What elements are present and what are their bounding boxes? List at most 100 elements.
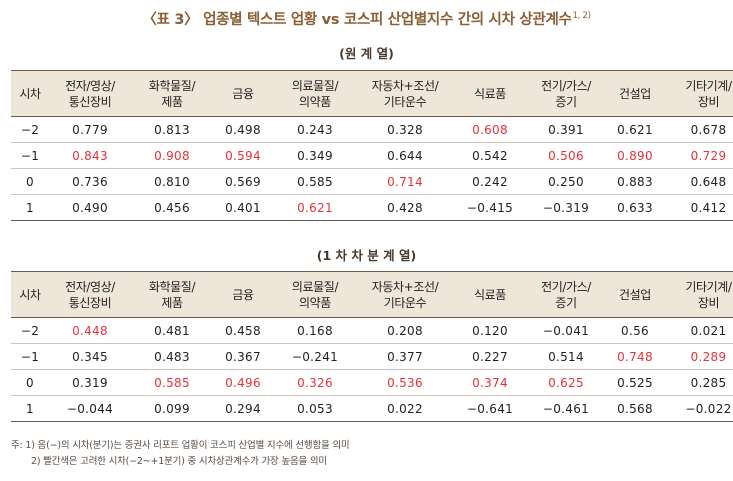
lag-cell: −1 (11, 343, 49, 370)
table-raw-series: 시차 전자/영상/통신장비 화학물질/제품 금융 의료물질/의약품 자동차+조선/기타운수… (11, 70, 733, 221)
column-header: 건설업 (605, 271, 665, 318)
value-cell-highlighted: 0.326 (273, 369, 357, 396)
value-cell: 0.481 (131, 317, 213, 344)
value-cell: 0.813 (131, 116, 213, 143)
value-cell: 0.285 (665, 369, 733, 396)
value-cell: 0.779 (49, 116, 131, 143)
table-row: 0 0.319 0.585 0.496 0.326 0.536 0.374 0.625 0.52… (11, 369, 733, 396)
value-cell: 0.585 (273, 168, 357, 195)
value-cell: 0.120 (453, 317, 527, 344)
column-header: 전자/영상/통신장비 (49, 271, 131, 318)
value-cell-highlighted: 0.496 (213, 369, 273, 396)
value-cell: −0.641 (453, 395, 527, 422)
page-title: 〈표 3〉 업종별 텍스트 업황 vs 코스피 산업별지수 간의 시차 상관계수… (0, 8, 733, 29)
column-header: 전자/영상/통신장비 (49, 70, 131, 117)
value-cell: 0.377 (357, 343, 453, 370)
table-first-diff-series: 시차 전자/영상/통신장비 화학물질/제품 금융 의료물질/의약품 자동차+조선/기타운수… (11, 271, 733, 422)
value-cell: 0.483 (131, 343, 213, 370)
value-cell-highlighted: 0.714 (357, 168, 453, 195)
value-cell: 0.168 (273, 317, 357, 344)
value-cell: 0.568 (605, 395, 665, 422)
value-cell-highlighted: 0.448 (49, 317, 131, 344)
value-cell: 0.328 (357, 116, 453, 143)
value-cell: 0.633 (605, 194, 665, 221)
value-cell-highlighted: 0.289 (665, 343, 733, 370)
column-header: 화학물질/제품 (131, 70, 213, 117)
column-header: 의료물질/의약품 (273, 271, 357, 318)
value-cell: 0.401 (213, 194, 273, 221)
value-cell: 0.810 (131, 168, 213, 195)
lag-cell: −2 (11, 116, 49, 143)
value-cell: 0.514 (527, 343, 605, 370)
value-cell: 0.490 (49, 194, 131, 221)
column-header: 전기/가스/증기 (527, 70, 605, 117)
value-cell: 0.525 (605, 369, 665, 396)
value-cell-highlighted: 0.843 (49, 142, 131, 169)
column-header-lag: 시차 (11, 70, 49, 117)
value-cell: 0.242 (453, 168, 527, 195)
value-cell: 0.456 (131, 194, 213, 221)
value-cell: 0.644 (357, 142, 453, 169)
value-cell-highlighted: 0.908 (131, 142, 213, 169)
table-row: −2 0.448 0.481 0.458 0.168 0.208 0.120 −0.041 0.… (11, 317, 733, 344)
value-cell: 0.678 (665, 116, 733, 143)
value-cell: 0.391 (527, 116, 605, 143)
value-cell-highlighted: 0.506 (527, 142, 605, 169)
value-cell: 0.542 (453, 142, 527, 169)
value-cell: 0.883 (605, 168, 665, 195)
lag-cell: 0 (11, 369, 49, 396)
table-row: −2 0.779 0.813 0.498 0.243 0.328 0.608 0.391 0.6… (11, 116, 733, 143)
value-cell-highlighted: 0.890 (605, 142, 665, 169)
footnote-2: 2) 빨간색은 고려한 시차(−2~+1분기) 중 시차상관계수가 가장 높음을… (31, 456, 327, 467)
value-cell: −0.041 (527, 317, 605, 344)
value-cell: 0.56 (605, 317, 665, 344)
value-cell: 0.349 (273, 142, 357, 169)
value-cell: 0.022 (357, 395, 453, 422)
value-cell-highlighted: 0.748 (605, 343, 665, 370)
footnote-1: 주: 1) 음(−)의 시차(분기)는 증권사 리포트 업황이 코스피 산업별 … (11, 440, 350, 451)
table-body: −2 0.779 0.813 0.498 0.243 0.328 0.608 0.391 0.6… (11, 116, 733, 221)
value-cell: −0.319 (527, 194, 605, 221)
column-header: 자동차+조선/기타운수 (357, 70, 453, 117)
value-cell: 0.243 (273, 116, 357, 143)
lag-cell: 1 (11, 194, 49, 221)
table-row: 1 −0.044 0.099 0.294 0.053 0.022 −0.641 −0.461 0… (11, 395, 733, 422)
value-cell: 0.736 (49, 168, 131, 195)
value-cell-highlighted: 0.608 (453, 116, 527, 143)
value-cell-highlighted: 0.625 (527, 369, 605, 396)
value-cell-highlighted: 0.594 (213, 142, 273, 169)
table-1-caption: (원 계 열) (339, 46, 394, 61)
value-cell-highlighted: 0.374 (453, 369, 527, 396)
table-header-row: 시차 전자/영상/통신장비 화학물질/제품 금융 의료물질/의약품 자동차+조선/기타운수… (11, 271, 733, 318)
value-cell: 0.367 (213, 343, 273, 370)
value-cell: 0.099 (131, 395, 213, 422)
column-header-lag: 시차 (11, 271, 49, 318)
column-header: 의료물질/의약품 (273, 70, 357, 117)
column-header: 기타기계/장비 (665, 271, 733, 318)
value-cell: 0.294 (213, 395, 273, 422)
title-footnote-marks: 1, 2) (572, 11, 591, 21)
lag-cell: 0 (11, 168, 49, 195)
value-cell: 0.498 (213, 116, 273, 143)
value-cell: 0.227 (453, 343, 527, 370)
lag-cell: −2 (11, 317, 49, 344)
value-cell: −0.044 (49, 395, 131, 422)
value-cell: 0.208 (357, 317, 453, 344)
table-header-row: 시차 전자/영상/통신장비 화학물질/제품 금융 의료물질/의약품 자동차+조선/기타운수… (11, 70, 733, 117)
value-cell: −0.241 (273, 343, 357, 370)
value-cell: 0.412 (665, 194, 733, 221)
title-text: 〈표 3〉 업종별 텍스트 업황 vs 코스피 산업별지수 간의 시차 상관계수 (142, 12, 572, 28)
table-row: 0 0.736 0.810 0.569 0.585 0.714 0.242 0.250 0.88… (11, 168, 733, 195)
value-cell: 0.458 (213, 317, 273, 344)
table-row: 1 0.490 0.456 0.401 0.621 0.428 −0.415 −0.319 0.… (11, 194, 733, 221)
value-cell-highlighted: 0.585 (131, 369, 213, 396)
column-header: 기타기계/장비 (665, 70, 733, 117)
value-cell: −0.461 (527, 395, 605, 422)
column-header: 식료품 (453, 271, 527, 318)
value-cell: −0.415 (453, 194, 527, 221)
table-body: −2 0.448 0.481 0.458 0.168 0.208 0.120 −0.041 0.… (11, 317, 733, 422)
value-cell: 0.021 (665, 317, 733, 344)
column-header: 화학물질/제품 (131, 271, 213, 318)
value-cell-highlighted: 0.536 (357, 369, 453, 396)
column-header: 자동차+조선/기타운수 (357, 271, 453, 318)
